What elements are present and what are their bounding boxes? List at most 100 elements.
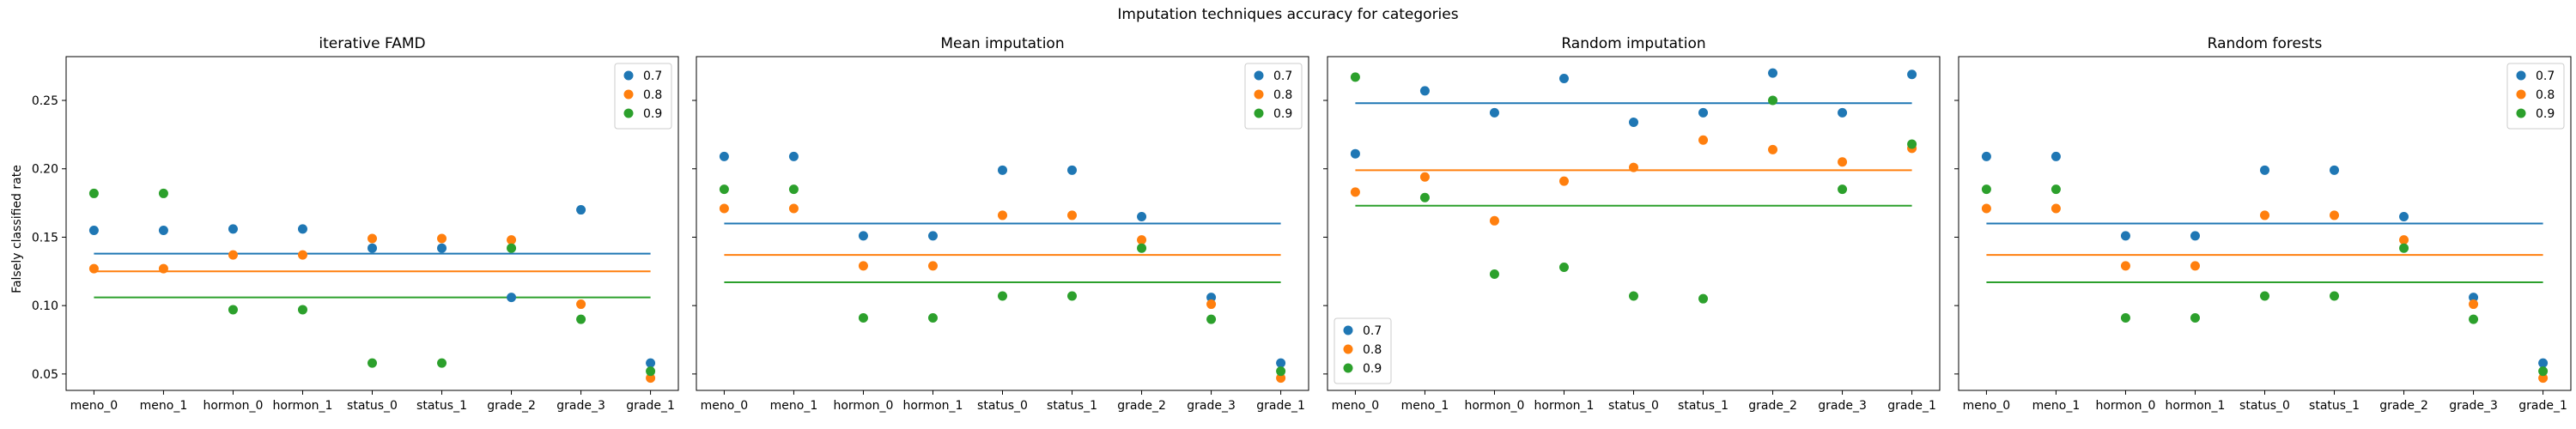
data-point-0-8 — [1137, 235, 1147, 245]
data-point-0-7 — [2190, 231, 2200, 241]
data-point-0-9 — [1137, 243, 1147, 253]
x-tick-label: grade_1 — [1256, 399, 1305, 413]
data-point-0-7 — [297, 224, 307, 234]
data-point-0-8 — [1768, 144, 1778, 154]
panel-title: iterative FAMD — [319, 35, 425, 52]
data-point-0-7 — [228, 224, 238, 234]
legend-label: 0.9 — [2536, 107, 2555, 121]
legend-marker — [623, 108, 634, 118]
panel-title: Mean imputation — [940, 35, 1064, 52]
data-point-0-9 — [2120, 313, 2130, 323]
panel-title: Random forests — [2208, 35, 2323, 52]
x-tick-label: hormon_1 — [2166, 399, 2226, 413]
data-point-0-9 — [1981, 184, 1991, 195]
data-point-0-7 — [2330, 165, 2340, 175]
data-point-0-9 — [1206, 314, 1217, 324]
y-tick-label: 0.25 — [32, 94, 58, 108]
data-point-0-8 — [2260, 210, 2269, 221]
data-point-0-7 — [1558, 74, 1569, 84]
x-tick-label: status_0 — [977, 399, 1028, 413]
legend: 0.7 0.8 0.9 — [1334, 317, 1392, 384]
data-point-0-8 — [998, 210, 1007, 221]
data-point-0-9 — [858, 313, 868, 323]
legend: 0.7 0.8 0.9 — [2506, 63, 2565, 130]
x-tick-label: meno_1 — [2032, 399, 2081, 413]
data-point-0-9 — [437, 358, 447, 368]
x-tick-label: meno_0 — [701, 399, 749, 413]
data-point-0-9 — [1276, 366, 1286, 377]
x-tick-label: meno_1 — [140, 399, 188, 413]
x-tick-label: hormon_1 — [1534, 399, 1595, 413]
data-point-0-9 — [228, 305, 238, 315]
data-point-0-8 — [2120, 261, 2130, 271]
data-point-0-8 — [2190, 261, 2200, 271]
x-tick-label: grade_3 — [2449, 399, 2498, 413]
legend-marker — [2516, 89, 2526, 100]
y-tick-label: 0.15 — [32, 231, 58, 245]
data-point-0-9 — [788, 184, 799, 195]
data-point-0-9 — [2260, 291, 2269, 301]
x-tick-label: hormon_0 — [203, 399, 263, 413]
x-tick-label: status_0 — [1608, 399, 1659, 413]
data-point-0-7 — [998, 165, 1007, 175]
data-point-0-8 — [1350, 187, 1360, 197]
data-point-0-9 — [297, 305, 307, 315]
data-point-0-7 — [646, 358, 656, 368]
data-point-0-8 — [1629, 162, 1638, 172]
data-point-0-7 — [2260, 165, 2269, 175]
x-tick-label: status_0 — [2239, 399, 2290, 413]
data-point-0-8 — [2538, 373, 2549, 384]
legend-label: 0.8 — [1273, 88, 1292, 102]
data-point-0-7 — [368, 243, 377, 253]
x-tick-label: status_1 — [1678, 399, 1728, 413]
x-tick-label: meno_0 — [70, 399, 118, 413]
x-tick-label: grade_1 — [1887, 399, 1936, 413]
y-tick-label: 0.05 — [32, 368, 58, 382]
y-tick-label: 0.10 — [32, 299, 58, 313]
panel-4: Random forests meno_0 meno_1 hormon_0 hormon… — [1954, 35, 2572, 413]
legend-label: 0.8 — [2536, 88, 2555, 102]
legend-marker — [623, 70, 634, 81]
x-tick-label: grade_3 — [1818, 399, 1867, 413]
legend-label: 0.7 — [643, 69, 662, 83]
data-point-0-9 — [1350, 72, 1360, 82]
data-point-0-8 — [437, 233, 447, 244]
legend-marker — [2516, 70, 2526, 81]
data-point-0-8 — [2399, 235, 2409, 245]
figure-title: Imputation techniques accuracy for categ… — [1117, 6, 1458, 23]
x-tick-label: meno_1 — [770, 399, 818, 413]
data-point-0-9 — [1067, 291, 1078, 301]
data-point-0-7 — [576, 205, 586, 215]
data-point-0-8 — [719, 203, 729, 214]
x-tick-label: status_1 — [2309, 399, 2360, 413]
legend-marker — [2516, 108, 2526, 118]
legend-label: 0.7 — [1273, 69, 1292, 83]
data-point-0-8 — [1067, 210, 1078, 221]
x-tick-label: hormon_1 — [273, 399, 333, 413]
data-point-0-8 — [158, 263, 168, 274]
data-point-0-8 — [1276, 373, 1286, 384]
legend-label: 0.7 — [1363, 324, 1382, 338]
data-point-0-7 — [788, 151, 799, 161]
data-point-0-8 — [1698, 135, 1709, 145]
data-point-0-8 — [1206, 299, 1217, 310]
data-point-0-9 — [1768, 95, 1778, 106]
data-point-0-9 — [719, 184, 729, 195]
legend-marker — [623, 89, 634, 100]
legend-label: 0.9 — [1273, 107, 1292, 121]
data-point-0-9 — [998, 291, 1007, 301]
legend-marker — [1254, 89, 1264, 100]
x-tick-label: grade_2 — [487, 399, 536, 413]
data-point-0-7 — [2399, 212, 2409, 222]
data-point-0-7 — [1838, 107, 1848, 118]
data-point-0-9 — [1907, 139, 1917, 149]
axes-frame — [1327, 56, 1941, 391]
x-tick-label: meno_1 — [1401, 399, 1449, 413]
data-point-0-9 — [927, 313, 938, 323]
data-point-0-8 — [2469, 299, 2479, 310]
data-point-0-8 — [297, 250, 307, 260]
x-tick-label: status_0 — [347, 399, 398, 413]
data-point-0-7 — [1419, 86, 1430, 96]
x-tick-label: grade_2 — [1117, 399, 1166, 413]
data-point-0-8 — [2330, 210, 2340, 221]
